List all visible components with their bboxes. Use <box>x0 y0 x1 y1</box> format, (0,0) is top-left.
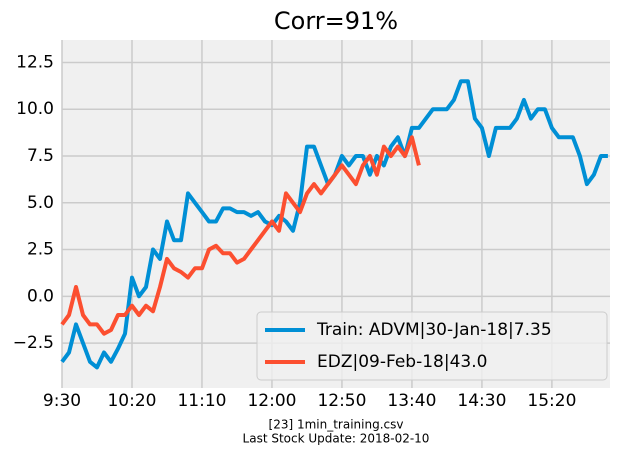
legend-box <box>256 311 608 381</box>
x-tick-label: 13:40 <box>387 391 436 411</box>
chart-title: Corr=91% <box>274 7 398 35</box>
y-tick-label: 5.0 <box>27 193 54 213</box>
x-tick-label: 12:00 <box>247 391 296 411</box>
footer: Last Stock Update: 2018-02-10 <box>243 432 430 446</box>
footer: [23] 1min_training.csv <box>269 418 404 432</box>
x-tick-label: 12:50 <box>317 391 366 411</box>
x-tick-label: 10:20 <box>107 391 156 411</box>
line-series <box>60 135 421 336</box>
y-tick-label: −2.5 <box>13 333 54 353</box>
legend: Train: ADVM|30-Jan-18|7.35 EDZ|09-Feb-18|… <box>256 311 608 381</box>
x-tick-label: 11:10 <box>177 391 226 411</box>
y-tick-label: 12.5 <box>16 52 54 72</box>
y-tick-label: 10.0 <box>16 99 54 119</box>
y-tick-label: 7.5 <box>27 146 54 166</box>
y-tick-label: 0.0 <box>27 286 54 306</box>
x-tick-label: 15:20 <box>527 391 576 411</box>
x-tick-label: 14:30 <box>457 391 506 411</box>
legend-label: Train: ADVM|30-Jan-18|7.35 <box>316 320 552 340</box>
legend-label: EDZ|09-Feb-18|43.0 <box>317 352 487 372</box>
x-tick-label: 9:30 <box>43 391 81 411</box>
y-tick-label: 2.5 <box>27 240 54 260</box>
